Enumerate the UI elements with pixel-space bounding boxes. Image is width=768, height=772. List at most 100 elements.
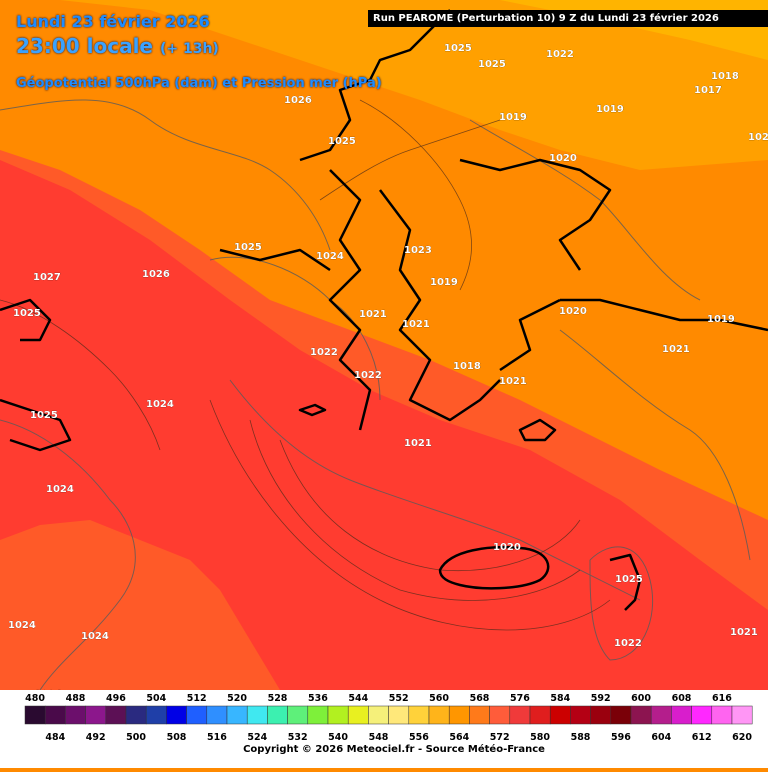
legend-tick-label: 596	[611, 732, 631, 743]
legend-tick-label: 612	[692, 732, 712, 743]
legend-swatch	[408, 705, 430, 725]
pressure-label: 1021	[730, 627, 758, 638]
isobars-thick	[0, 9, 768, 611]
legend-tick-label: 508	[167, 732, 187, 743]
legend-tick-label: 564	[449, 732, 469, 743]
band-560	[0, 0, 768, 170]
legend-swatch	[206, 705, 228, 725]
pressure-label: 1022	[310, 347, 338, 358]
pressure-label: 1024	[8, 620, 36, 631]
legend-tick-label: 480	[25, 693, 45, 704]
legend-swatch	[307, 705, 329, 725]
legend-tick-label: 544	[348, 693, 368, 704]
legend-swatch	[24, 705, 46, 725]
legend-swatch	[347, 705, 369, 725]
legend-tick-label: 536	[308, 693, 328, 704]
legend-tick-label: 572	[490, 732, 510, 743]
pressure-label: 1025	[13, 308, 41, 319]
legend-swatch	[590, 705, 612, 725]
pressure-label: 1023	[404, 245, 432, 256]
pressure-label: 1022	[614, 638, 642, 649]
pressure-label: 1024	[81, 631, 109, 642]
pressure-label: 1021	[662, 344, 690, 355]
legend-swatch	[509, 705, 531, 725]
legend-tick-label: 600	[631, 693, 651, 704]
pressure-label: 1024	[146, 399, 174, 410]
pressure-label: 1021	[499, 376, 527, 387]
legend-tick-label: 520	[227, 693, 247, 704]
legend-swatch	[145, 705, 167, 725]
parameter-label: Géopotentiel 500hPa (dam) et Pression me…	[16, 76, 382, 91]
legend-swatch	[186, 705, 208, 725]
legend-tick-label: 620	[732, 732, 752, 743]
pressure-label: 1024	[46, 484, 74, 495]
legend-swatch	[44, 705, 66, 725]
legend-swatch	[671, 705, 692, 725]
legend-swatch	[166, 705, 187, 725]
legend-tick-label: 496	[106, 693, 126, 704]
legend-swatch	[489, 705, 511, 725]
legend-swatch	[226, 705, 248, 725]
legend-tick-label: 592	[591, 693, 611, 704]
pressure-label: 1025	[444, 43, 472, 54]
run-info: Run PEAROME (Perturbation 10) 9 Z du Lun…	[368, 10, 768, 27]
legend-swatch	[549, 705, 571, 725]
color-scale-legend: 480 488 496 504 512 520 528 536 544 552 560 568 576 5…	[0, 690, 768, 768]
legend-tick-label: 552	[389, 693, 409, 704]
legend-swatch	[711, 705, 733, 725]
legend-tick-label: 556	[409, 732, 429, 743]
pressure-label: 1025	[615, 574, 643, 585]
legend-tick-label: 500	[126, 732, 146, 743]
legend-tick-label: 568	[470, 693, 490, 704]
pressure-label: 1019	[596, 104, 624, 115]
copyright-text: Copyright © 2026 Meteociel.fr - Source M…	[243, 744, 545, 755]
legend-swatch	[691, 705, 713, 725]
pressure-label: 102	[748, 132, 768, 143]
pressure-label: 1020	[493, 542, 521, 553]
legend-tick-label: 580	[530, 732, 550, 743]
band-568-sw	[0, 520, 280, 690]
legend-tick-label: 484	[45, 732, 65, 743]
pressure-label: 1026	[142, 269, 170, 280]
legend-tick-label: 540	[328, 732, 348, 743]
legend-swatch	[630, 705, 652, 725]
legend-swatch	[388, 705, 410, 725]
pressure-label: 1021	[359, 309, 387, 320]
pressure-label: 1025	[478, 59, 506, 70]
pressure-label: 1025	[328, 136, 356, 147]
legend-swatch	[650, 705, 672, 725]
forecast-date: Lundi 23 février 2026	[16, 12, 210, 31]
legend-swatch	[529, 705, 551, 725]
pressure-label: 1018	[453, 361, 481, 372]
pressure-label: 1019	[430, 277, 458, 288]
legend-tick-label: 492	[86, 732, 106, 743]
legend-tick-label: 488	[66, 693, 86, 704]
legend-tick-label: 604	[651, 732, 671, 743]
pressure-label: 1024	[316, 251, 344, 262]
legend-swatch	[65, 705, 86, 725]
legend-tick-label: 584	[550, 693, 570, 704]
legend-tick-label: 548	[369, 732, 389, 743]
local-time: 23:00 locale	[16, 34, 153, 58]
legend-swatch	[85, 705, 107, 725]
legend-swatch	[731, 705, 753, 725]
legend-swatch	[570, 705, 591, 725]
legend-swatch	[469, 705, 490, 725]
legend-swatch	[246, 705, 268, 725]
pressure-label: 1025	[30, 410, 58, 421]
legend-scale: 480 488 496 504 512 520 528 536 544 552 560 568 576 5…	[24, 693, 753, 743]
legend-swatch	[368, 705, 389, 725]
pressure-label: 1019	[499, 112, 527, 123]
legend-tick-label: 504	[146, 693, 166, 704]
legend-swatch	[287, 705, 309, 725]
legend-tick-label: 528	[268, 693, 288, 704]
pressure-label: 1020	[559, 306, 587, 317]
legend-tick-label: 588	[571, 732, 591, 743]
legend-tick-label: 616	[712, 693, 732, 704]
legend-tick-label: 524	[247, 732, 267, 743]
legend-tick-label: 576	[510, 693, 530, 704]
pressure-label: 1026	[284, 95, 312, 106]
legend-tick-label: 560	[429, 693, 449, 704]
legend-swatch	[125, 705, 147, 725]
pressure-labels: 1025 1022 1025 1026 1018 1017 1019 1019 102 1025 1…	[8, 43, 768, 700]
